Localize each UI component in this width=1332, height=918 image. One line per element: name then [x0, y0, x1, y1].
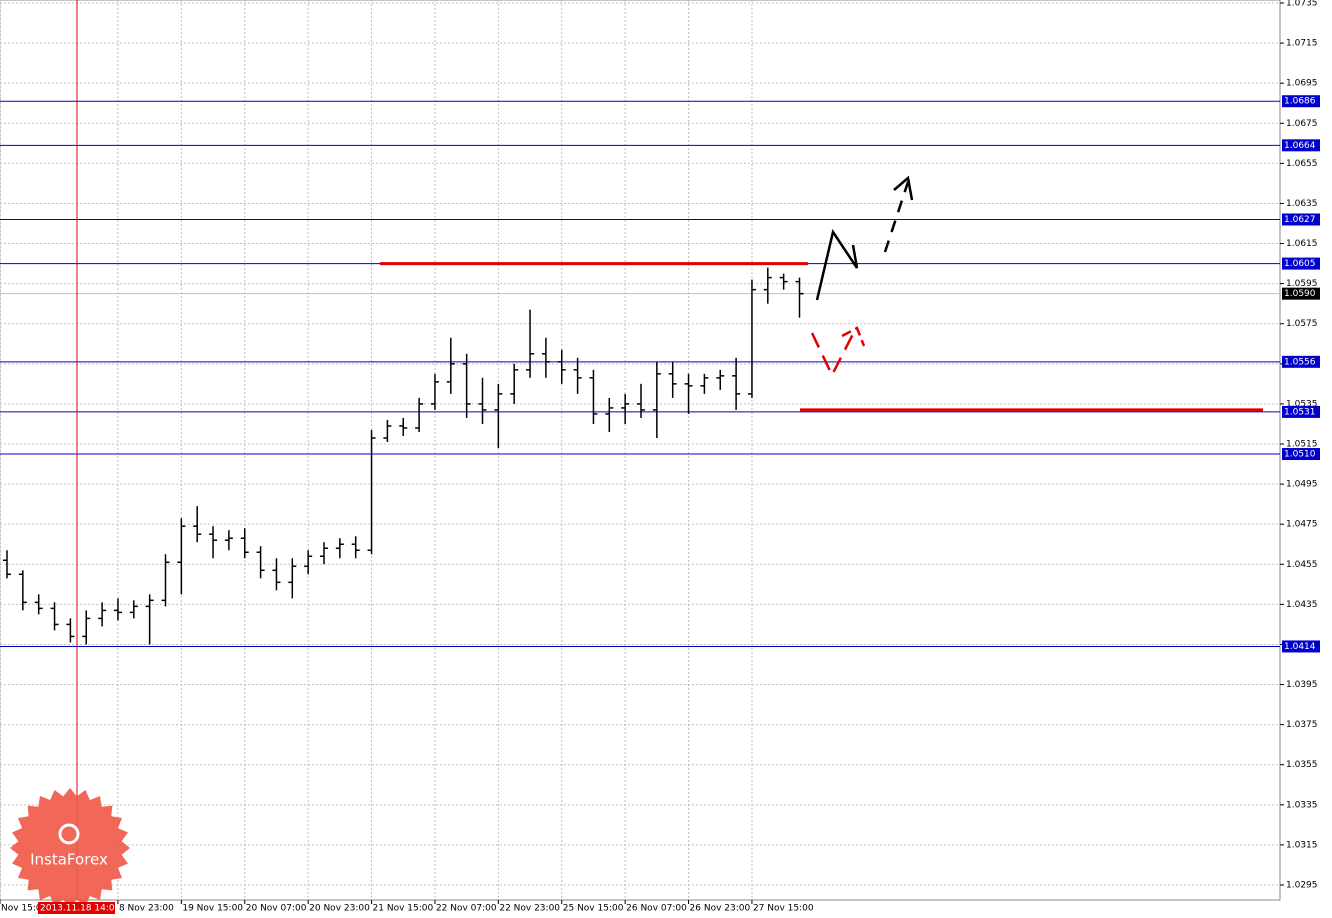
logo-text: InstaForex: [30, 851, 108, 869]
x-tick-label: Nov 15:00: [1, 904, 48, 914]
level-label: 1.0510: [1284, 450, 1316, 460]
level-label-box: [1282, 640, 1320, 653]
bull-head: [893, 175, 914, 201]
level-label: 1.0556: [1284, 357, 1316, 367]
x-tick-label: 21 Nov 15:00: [373, 904, 434, 914]
cursor-label-box: [38, 902, 115, 914]
level-label: 1.0686: [1284, 97, 1316, 107]
level-label: 1.0664: [1284, 141, 1316, 151]
y-tick-label: 1.0315: [1286, 840, 1318, 850]
price-label: 1.0590: [1284, 289, 1316, 299]
x-tick-label: 25 Nov 15:00: [563, 904, 624, 914]
y-tick-label: 1.0295: [1286, 881, 1318, 891]
x-tick-label: 22 Nov 23:00: [499, 904, 560, 914]
y-tick-label: 1.0715: [1286, 39, 1318, 49]
level-label: 1.0627: [1284, 215, 1316, 225]
level-label-box: [1282, 405, 1320, 418]
y-tick-label: 1.0535: [1286, 399, 1318, 409]
level-label: 1.0414: [1284, 642, 1316, 652]
y-tick-label: 1.0435: [1286, 600, 1318, 610]
bear-path: [810, 329, 857, 378]
y-tick-label: 1.0475: [1286, 520, 1318, 530]
projection: [810, 175, 914, 378]
plot-area: [0, 0, 1281, 901]
x-tick-label: 27 Nov 15:00: [753, 904, 814, 914]
y-tick-label: 1.0595: [1286, 279, 1318, 289]
x-tick-label: 26 Nov 23:00: [690, 904, 751, 914]
cursor-label: 2013.11.18 14:00: [40, 904, 121, 914]
x-tick-label: 19 Nov 15:00: [182, 904, 243, 914]
x-tick-label: 8 Nov 23:00: [119, 904, 174, 914]
bear-head: [841, 326, 866, 347]
y-tick-label: 1.0695: [1286, 79, 1318, 89]
y-tick-label: 1.0615: [1286, 239, 1318, 249]
y-tick-label: 1.0455: [1286, 560, 1318, 570]
logo-icon: [58, 823, 80, 845]
x-tick-label: 26 Nov 07:00: [626, 904, 687, 914]
y-tick-label: 1.0735: [1286, 0, 1318, 9]
x-tick-label: 20 Nov 07:00: [246, 904, 307, 914]
y-tick-label: 1.0335: [1286, 800, 1318, 810]
y-tick-label: 1.0675: [1286, 119, 1318, 129]
logo-badge: [10, 788, 130, 908]
bull-path: [815, 228, 859, 301]
level-label-box: [1282, 355, 1320, 368]
y-tick-label: 1.0575: [1286, 319, 1318, 329]
y-tick-label: 1.0495: [1286, 480, 1318, 490]
y-tick-label: 1.0635: [1286, 199, 1318, 209]
level-label: 1.0605: [1284, 259, 1316, 269]
level-label-box: [1282, 95, 1320, 108]
price-label-box: [1282, 287, 1320, 300]
x-tick-label: 22 Nov 07:00: [436, 904, 497, 914]
level-label-box: [1282, 213, 1320, 226]
level-label-box: [1282, 448, 1320, 461]
y-tick-label: 1.0395: [1286, 680, 1318, 690]
y-tick-label: 1.0515: [1286, 440, 1318, 450]
level-label-box: [1282, 257, 1320, 270]
y-tick-label: 1.0375: [1286, 720, 1318, 730]
y-tick-label: 1.0655: [1286, 159, 1318, 169]
level-label: 1.0531: [1284, 407, 1316, 417]
level-label-box: [1282, 139, 1320, 152]
y-tick-label: 1.0355: [1286, 760, 1318, 770]
x-tick-label: 20 Nov 23:00: [309, 904, 370, 914]
